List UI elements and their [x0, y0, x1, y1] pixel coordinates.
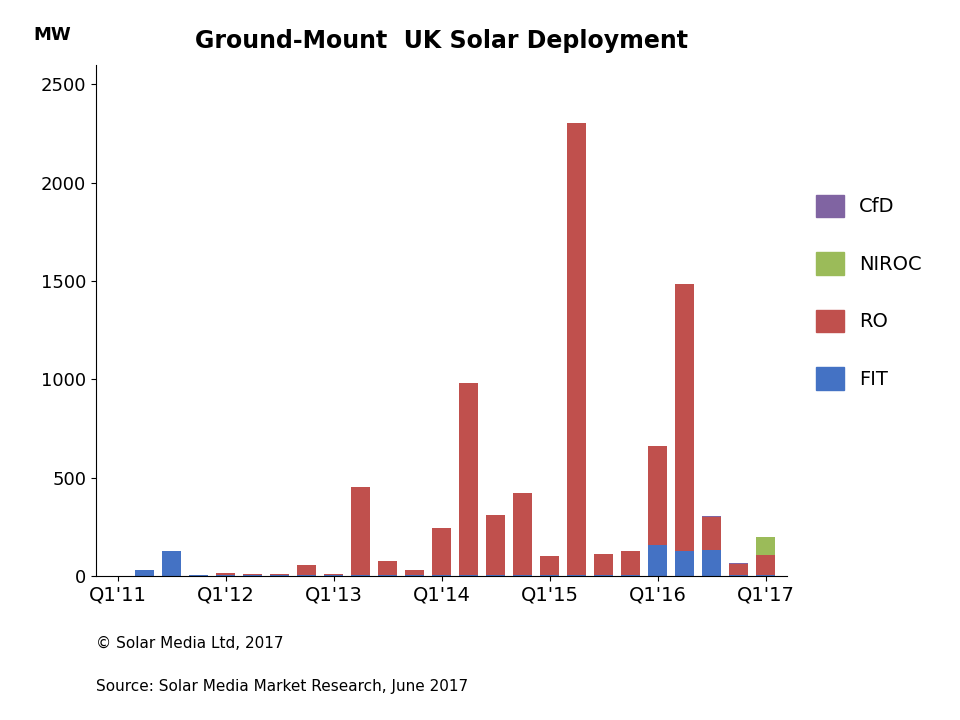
- Bar: [216, 575, 235, 576]
- Text: MW: MW: [34, 27, 72, 45]
- Bar: [189, 575, 208, 576]
- Bar: [675, 552, 694, 576]
- Bar: [594, 554, 613, 575]
- Bar: [540, 556, 560, 575]
- Bar: [486, 516, 505, 575]
- Bar: [378, 561, 397, 575]
- Bar: [729, 575, 749, 576]
- Bar: [648, 446, 667, 544]
- Bar: [324, 574, 344, 575]
- Bar: [351, 487, 371, 575]
- Text: © Solar Media Ltd, 2017: © Solar Media Ltd, 2017: [96, 636, 283, 651]
- Bar: [621, 551, 640, 575]
- Bar: [729, 564, 749, 575]
- Bar: [702, 550, 721, 576]
- Bar: [756, 536, 776, 555]
- Bar: [513, 492, 532, 575]
- Bar: [729, 563, 749, 564]
- Bar: [162, 552, 181, 576]
- Title: Ground-Mount  UK Solar Deployment: Ground-Mount UK Solar Deployment: [195, 29, 688, 53]
- Bar: [756, 575, 776, 576]
- Bar: [675, 284, 694, 552]
- Bar: [432, 528, 451, 575]
- Text: Source: Solar Media Market Research, June 2017: Source: Solar Media Market Research, Jun…: [96, 679, 468, 694]
- Bar: [756, 555, 776, 575]
- Bar: [216, 573, 235, 575]
- Bar: [648, 544, 667, 576]
- Bar: [459, 383, 478, 575]
- Bar: [134, 570, 155, 576]
- Bar: [702, 516, 721, 517]
- Bar: [702, 517, 721, 550]
- Bar: [297, 564, 317, 575]
- Bar: [566, 123, 587, 575]
- Bar: [405, 570, 424, 575]
- Legend: CfD, NIROC, RO, FIT: CfD, NIROC, RO, FIT: [808, 187, 929, 397]
